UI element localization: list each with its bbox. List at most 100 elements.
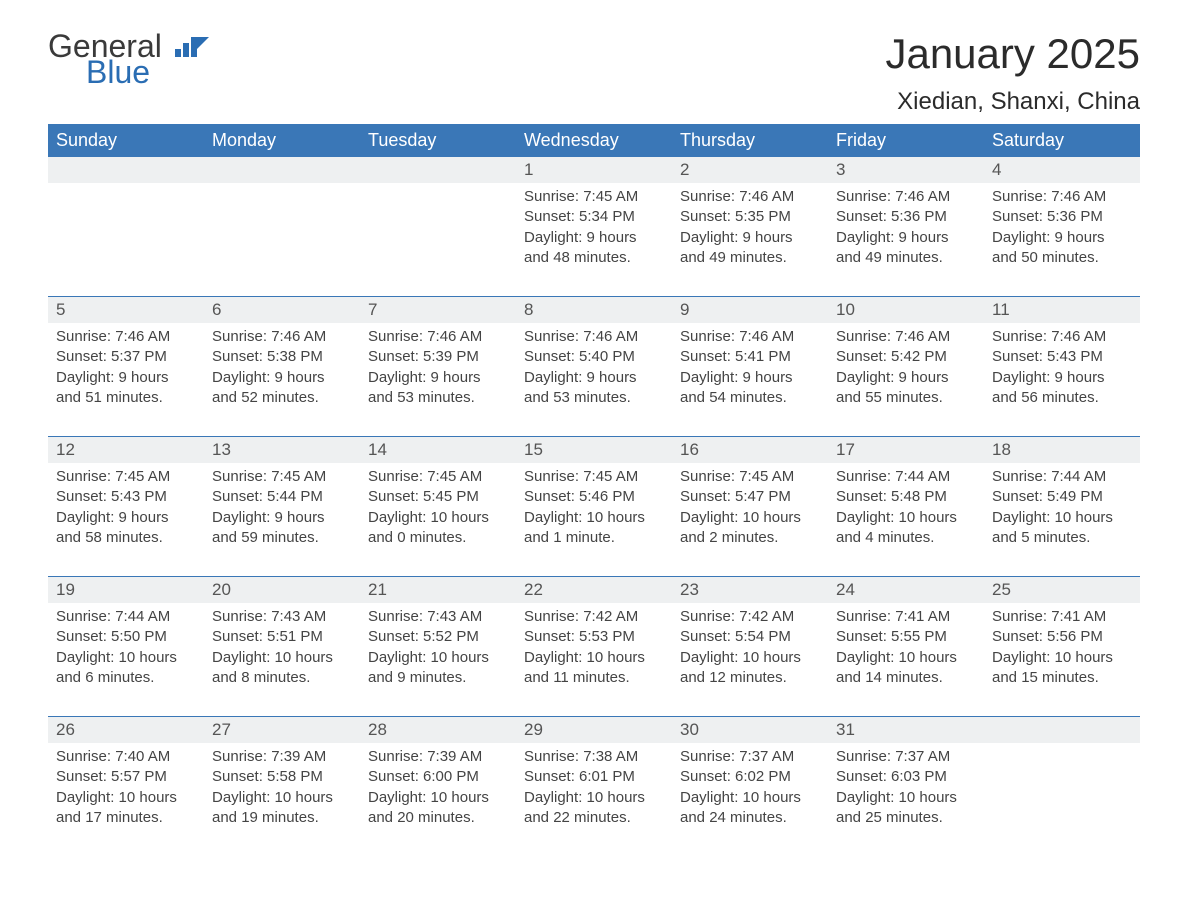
day-number: 6 — [204, 297, 360, 323]
sunrise-text: Sunrise: 7:46 AM — [992, 187, 1132, 207]
daylight-text: Daylight: 10 hours and 11 minutes. — [524, 648, 664, 689]
sunrise-text: Sunrise: 7:39 AM — [212, 747, 352, 767]
calendar-cell: 29Sunrise: 7:38 AMSunset: 6:01 PMDayligh… — [516, 717, 672, 857]
sunrise-text: Sunrise: 7:42 AM — [680, 607, 820, 627]
sunrise-text: Sunrise: 7:45 AM — [368, 467, 508, 487]
day-number: 14 — [360, 437, 516, 463]
sunset-text: Sunset: 5:50 PM — [56, 627, 196, 647]
calendar-cell: 14Sunrise: 7:45 AMSunset: 5:45 PMDayligh… — [360, 437, 516, 577]
daylight-text: Daylight: 10 hours and 25 minutes. — [836, 788, 976, 829]
calendar-cell — [984, 717, 1140, 857]
day-number: 9 — [672, 297, 828, 323]
day-number: 1 — [516, 157, 672, 183]
sunrise-text: Sunrise: 7:46 AM — [836, 187, 976, 207]
day-body: Sunrise: 7:41 AMSunset: 5:55 PMDaylight:… — [828, 603, 984, 716]
sunset-text: Sunset: 5:55 PM — [836, 627, 976, 647]
brand-blue: Blue — [86, 56, 209, 88]
sunset-text: Sunset: 5:35 PM — [680, 207, 820, 227]
day-number: 2 — [672, 157, 828, 183]
sunset-text: Sunset: 5:46 PM — [524, 487, 664, 507]
sunset-text: Sunset: 5:43 PM — [992, 347, 1132, 367]
daylight-text: Daylight: 9 hours and 52 minutes. — [212, 368, 352, 409]
daylight-text: Daylight: 9 hours and 51 minutes. — [56, 368, 196, 409]
calendar-cell: 18Sunrise: 7:44 AMSunset: 5:49 PMDayligh… — [984, 437, 1140, 577]
calendar-table: Sunday Monday Tuesday Wednesday Thursday… — [48, 124, 1140, 856]
calendar-cell: 25Sunrise: 7:41 AMSunset: 5:56 PMDayligh… — [984, 577, 1140, 717]
brand-logo: General Blue — [48, 30, 209, 88]
sunrise-text: Sunrise: 7:46 AM — [212, 327, 352, 347]
sunrise-text: Sunrise: 7:46 AM — [524, 327, 664, 347]
sunrise-text: Sunrise: 7:45 AM — [524, 187, 664, 207]
weekday-header: Tuesday — [360, 124, 516, 157]
sunset-text: Sunset: 5:57 PM — [56, 767, 196, 787]
day-number: 22 — [516, 577, 672, 603]
sunset-text: Sunset: 5:51 PM — [212, 627, 352, 647]
day-number: 19 — [48, 577, 204, 603]
day-number: 23 — [672, 577, 828, 603]
daylight-text: Daylight: 10 hours and 15 minutes. — [992, 648, 1132, 689]
calendar-cell: 8Sunrise: 7:46 AMSunset: 5:40 PMDaylight… — [516, 297, 672, 437]
day-body: Sunrise: 7:44 AMSunset: 5:48 PMDaylight:… — [828, 463, 984, 576]
day-body: Sunrise: 7:42 AMSunset: 5:54 PMDaylight:… — [672, 603, 828, 716]
sunrise-text: Sunrise: 7:46 AM — [368, 327, 508, 347]
calendar-cell: 21Sunrise: 7:43 AMSunset: 5:52 PMDayligh… — [360, 577, 516, 717]
weekday-header: Saturday — [984, 124, 1140, 157]
day-body: Sunrise: 7:46 AMSunset: 5:38 PMDaylight:… — [204, 323, 360, 436]
daylight-text: Daylight: 10 hours and 24 minutes. — [680, 788, 820, 829]
calendar-cell: 17Sunrise: 7:44 AMSunset: 5:48 PMDayligh… — [828, 437, 984, 577]
calendar-row: 1Sunrise: 7:45 AMSunset: 5:34 PMDaylight… — [48, 157, 1140, 297]
day-number: 7 — [360, 297, 516, 323]
calendar-cell: 28Sunrise: 7:39 AMSunset: 6:00 PMDayligh… — [360, 717, 516, 857]
day-number: 21 — [360, 577, 516, 603]
day-number: 28 — [360, 717, 516, 743]
day-body: Sunrise: 7:45 AMSunset: 5:47 PMDaylight:… — [672, 463, 828, 576]
daylight-text: Daylight: 10 hours and 19 minutes. — [212, 788, 352, 829]
day-number: 3 — [828, 157, 984, 183]
day-body — [984, 743, 1140, 775]
day-body: Sunrise: 7:46 AMSunset: 5:42 PMDaylight:… — [828, 323, 984, 436]
calendar-cell: 3Sunrise: 7:46 AMSunset: 5:36 PMDaylight… — [828, 157, 984, 297]
day-body: Sunrise: 7:39 AMSunset: 5:58 PMDaylight:… — [204, 743, 360, 856]
day-number — [984, 717, 1140, 743]
calendar-cell — [48, 157, 204, 297]
sunrise-text: Sunrise: 7:46 AM — [56, 327, 196, 347]
day-body: Sunrise: 7:37 AMSunset: 6:03 PMDaylight:… — [828, 743, 984, 856]
day-body: Sunrise: 7:46 AMSunset: 5:39 PMDaylight:… — [360, 323, 516, 436]
day-number: 16 — [672, 437, 828, 463]
day-body: Sunrise: 7:42 AMSunset: 5:53 PMDaylight:… — [516, 603, 672, 716]
day-number: 26 — [48, 717, 204, 743]
sunset-text: Sunset: 6:01 PM — [524, 767, 664, 787]
sunset-text: Sunset: 6:00 PM — [368, 767, 508, 787]
calendar-row: 5Sunrise: 7:46 AMSunset: 5:37 PMDaylight… — [48, 297, 1140, 437]
weekday-header: Sunday — [48, 124, 204, 157]
sunset-text: Sunset: 5:43 PM — [56, 487, 196, 507]
sunrise-text: Sunrise: 7:37 AM — [680, 747, 820, 767]
day-body: Sunrise: 7:46 AMSunset: 5:41 PMDaylight:… — [672, 323, 828, 436]
day-body — [48, 183, 204, 215]
calendar-cell: 15Sunrise: 7:45 AMSunset: 5:46 PMDayligh… — [516, 437, 672, 577]
day-number: 31 — [828, 717, 984, 743]
day-body: Sunrise: 7:37 AMSunset: 6:02 PMDaylight:… — [672, 743, 828, 856]
calendar-cell: 6Sunrise: 7:46 AMSunset: 5:38 PMDaylight… — [204, 297, 360, 437]
day-body: Sunrise: 7:45 AMSunset: 5:43 PMDaylight:… — [48, 463, 204, 576]
calendar-cell — [204, 157, 360, 297]
day-body: Sunrise: 7:46 AMSunset: 5:37 PMDaylight:… — [48, 323, 204, 436]
weekday-header: Monday — [204, 124, 360, 157]
daylight-text: Daylight: 10 hours and 12 minutes. — [680, 648, 820, 689]
sunrise-text: Sunrise: 7:41 AM — [992, 607, 1132, 627]
sunset-text: Sunset: 5:38 PM — [212, 347, 352, 367]
title-block: January 2025 Xiedian, Shanxi, China — [885, 30, 1140, 116]
day-body: Sunrise: 7:45 AMSunset: 5:45 PMDaylight:… — [360, 463, 516, 576]
sunset-text: Sunset: 5:48 PM — [836, 487, 976, 507]
day-number: 27 — [204, 717, 360, 743]
weekday-header-row: Sunday Monday Tuesday Wednesday Thursday… — [48, 124, 1140, 157]
day-body: Sunrise: 7:45 AMSunset: 5:46 PMDaylight:… — [516, 463, 672, 576]
calendar-cell: 11Sunrise: 7:46 AMSunset: 5:43 PMDayligh… — [984, 297, 1140, 437]
sunrise-text: Sunrise: 7:44 AM — [56, 607, 196, 627]
daylight-text: Daylight: 10 hours and 4 minutes. — [836, 508, 976, 549]
day-number: 4 — [984, 157, 1140, 183]
daylight-text: Daylight: 10 hours and 5 minutes. — [992, 508, 1132, 549]
sunset-text: Sunset: 5:52 PM — [368, 627, 508, 647]
sunrise-text: Sunrise: 7:46 AM — [680, 327, 820, 347]
sunrise-text: Sunrise: 7:39 AM — [368, 747, 508, 767]
